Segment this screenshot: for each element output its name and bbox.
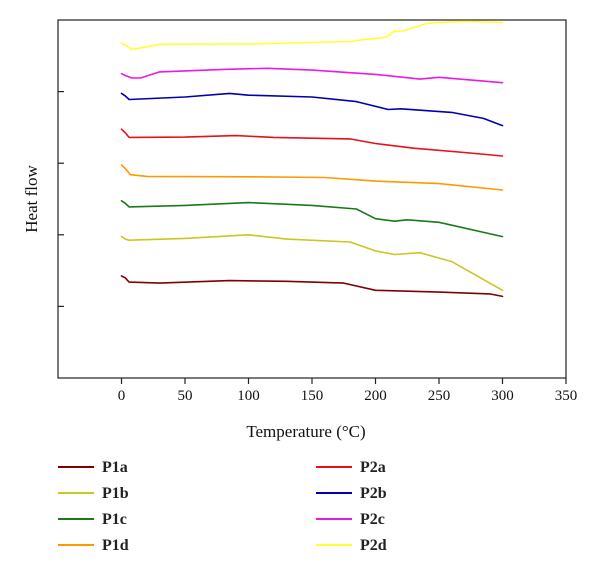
x-tick-label: 350 [555, 388, 578, 404]
y-axis-label: Heat flow [22, 165, 41, 233]
x-tick-label: 200 [364, 388, 387, 404]
legend-label-p2a: P2a [360, 459, 386, 476]
plot-frame [57, 19, 567, 379]
legend-label-p1a: P1a [102, 459, 128, 476]
x-tick-label: 50 [178, 388, 193, 404]
legend: P1a P1b P1c P1d P2a P2b P2c P2d [58, 459, 387, 554]
series-line-p2a [120, 128, 504, 157]
x-tick-label: 250 [428, 388, 451, 404]
legend-label-p2c: P2c [360, 511, 385, 528]
series-line-p1d [120, 164, 504, 191]
series-line-p2c [120, 67, 504, 84]
series-line-p1c [120, 200, 504, 238]
legend-label-p1b: P1b [102, 485, 129, 502]
x-tick-label: 100 [237, 388, 260, 404]
x-tick-label: 300 [491, 388, 514, 404]
series-line-p1b [120, 234, 504, 292]
x-tick-label: 0 [118, 388, 126, 404]
legend-label-p2b: P2b [360, 485, 387, 502]
legend-label-p1d: P1d [102, 537, 129, 554]
x-axis-ticks: 0 50 100 150 200 250 300 350 [118, 378, 578, 404]
legend-label-p2d: P2d [360, 537, 387, 554]
series-lines [120, 20, 504, 298]
x-tick-label: 150 [301, 388, 324, 404]
y-axis-ticks [58, 90, 64, 307]
legend-label-p1c: P1c [102, 511, 127, 528]
series-line-p1a [120, 275, 504, 298]
series-line-p2d [120, 20, 504, 51]
x-axis-label: Temperature (°C) [246, 422, 365, 441]
series-line-p2b [120, 92, 504, 127]
